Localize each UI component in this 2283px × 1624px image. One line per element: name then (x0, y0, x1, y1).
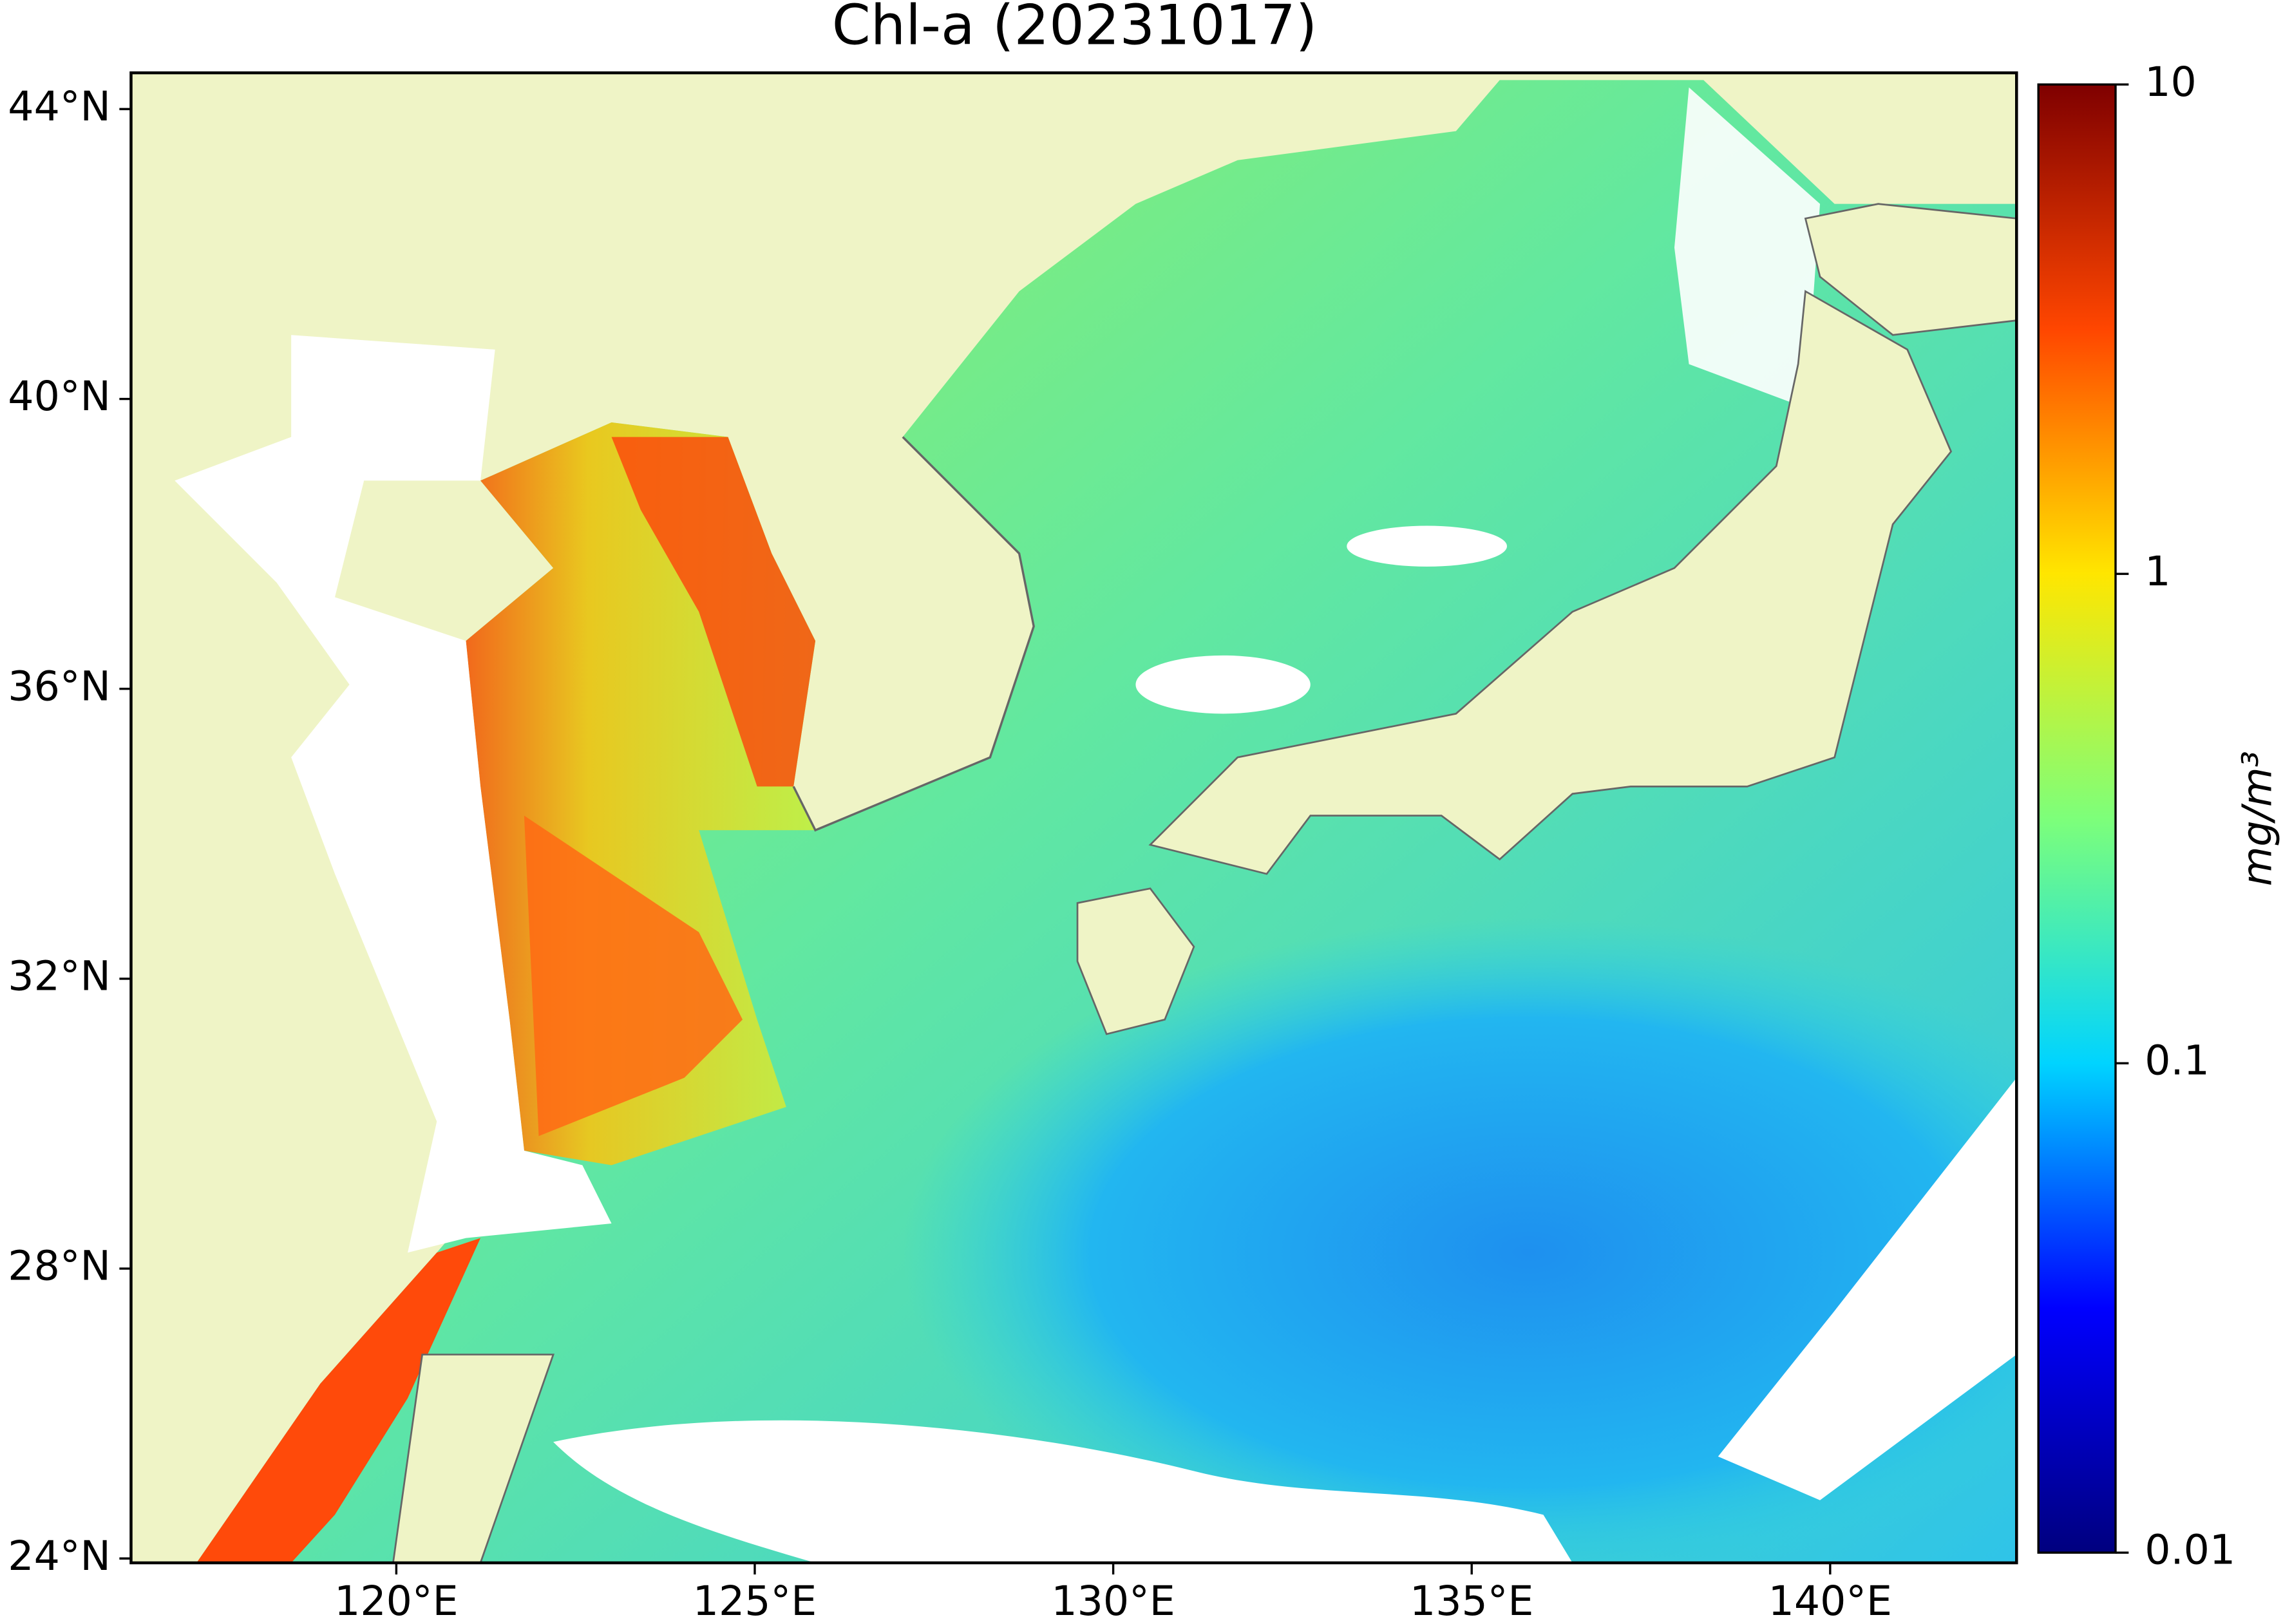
colorbar-label: mg/m³ (2233, 751, 2280, 886)
y-tick-label: 36°N (8, 662, 111, 710)
map-image (131, 73, 2017, 1563)
coastal-bloom (196, 1238, 481, 1563)
land-masked (175, 335, 612, 1253)
coastal-bloom (524, 815, 743, 1137)
hokkaido (1804, 203, 2017, 336)
y-tick-label: 44°N (8, 82, 111, 130)
colorbar (2037, 83, 2117, 1554)
kyushu (1076, 887, 1195, 1035)
y-tick-label: 40°N (8, 372, 111, 420)
japan (1148, 290, 1953, 875)
x-tick-label: 140°E (1768, 1577, 1892, 1624)
coastal-bloom (611, 437, 816, 787)
cloud (1135, 655, 1311, 714)
colorbar-tick-label: 0.1 (2145, 1037, 2210, 1084)
x-tick-label: 130°E (1051, 1577, 1175, 1624)
cloud (1718, 1077, 2017, 1500)
y-tick-label: 28°N (8, 1242, 111, 1290)
taiwan (392, 1354, 555, 1563)
x-tick-label: 125°E (693, 1577, 817, 1624)
cloud (1347, 525, 1507, 567)
open-ocean (903, 918, 2017, 1563)
colorbar-tick-label: 1 (2145, 547, 2170, 595)
colorbar-tick-label: 0.01 (2145, 1526, 2235, 1574)
colorbar-tick-label: 10 (2145, 58, 2197, 106)
y-tick-label: 24°N (8, 1532, 111, 1580)
map-frame (129, 71, 2018, 1565)
cloud (553, 1420, 1573, 1563)
y-tick-label: 32°N (8, 952, 111, 999)
map-title: Chl-a (20231017) (832, 0, 1317, 58)
x-tick-label: 120°E (334, 1577, 458, 1624)
x-tick-label: 135°E (1410, 1577, 1533, 1624)
cloud (1674, 87, 1821, 408)
korea-coast (792, 436, 1035, 832)
